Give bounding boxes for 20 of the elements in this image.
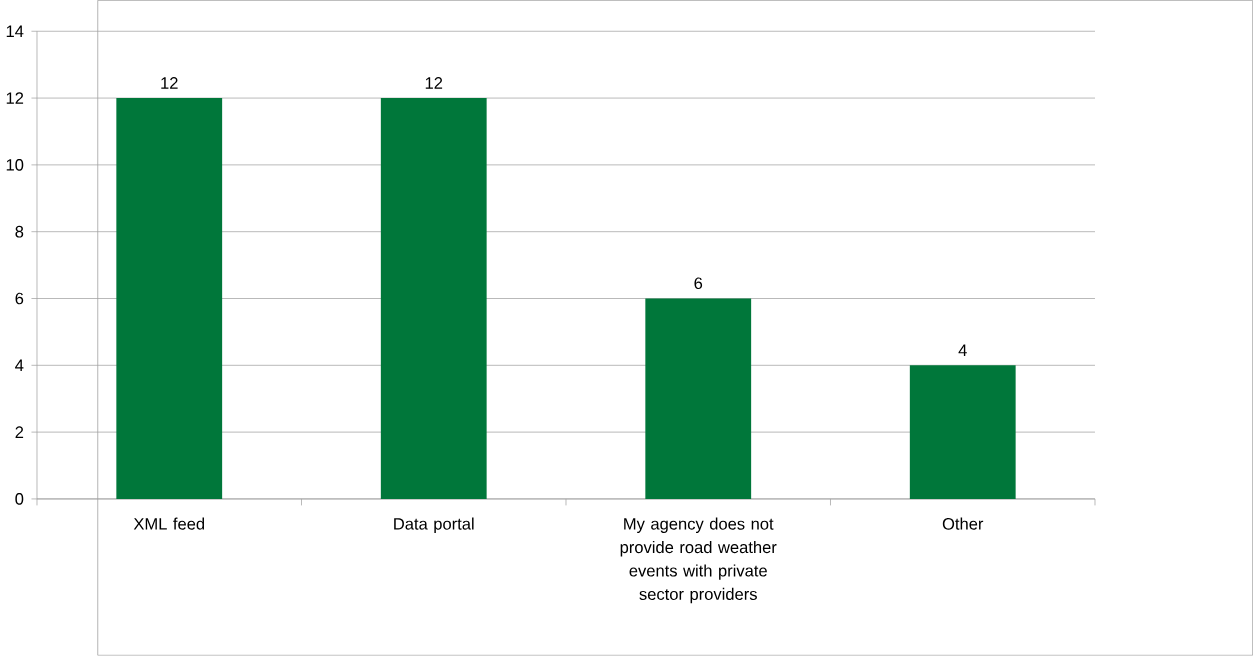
bar: [909, 365, 1016, 500]
x-tick-label: XML feed: [133, 517, 205, 530]
data-label: 12: [161, 77, 178, 89]
bar: [116, 98, 223, 500]
y-tick-label: 6: [15, 292, 24, 305]
x-tick-label: Data portal: [394, 517, 474, 534]
data-label: 12: [425, 77, 443, 89]
y-tick-label: 0: [15, 493, 24, 505]
x-tick-label: Other: [942, 517, 984, 530]
y-tick-label: 2: [15, 426, 24, 439]
x-tick-label: My agency does not provide road weather events with private sector providers: [620, 517, 777, 604]
data-label: 4: [958, 344, 967, 357]
bar: [645, 298, 752, 500]
y-tick-label: 4: [15, 359, 24, 372]
y-tick-label: 10: [6, 159, 24, 171]
y-tick-label: 14: [6, 25, 24, 38]
data-label: 6: [694, 277, 703, 290]
y-tick-label: 12: [6, 92, 24, 105]
bar: [380, 98, 487, 500]
y-tick-label: 8: [15, 226, 24, 238]
